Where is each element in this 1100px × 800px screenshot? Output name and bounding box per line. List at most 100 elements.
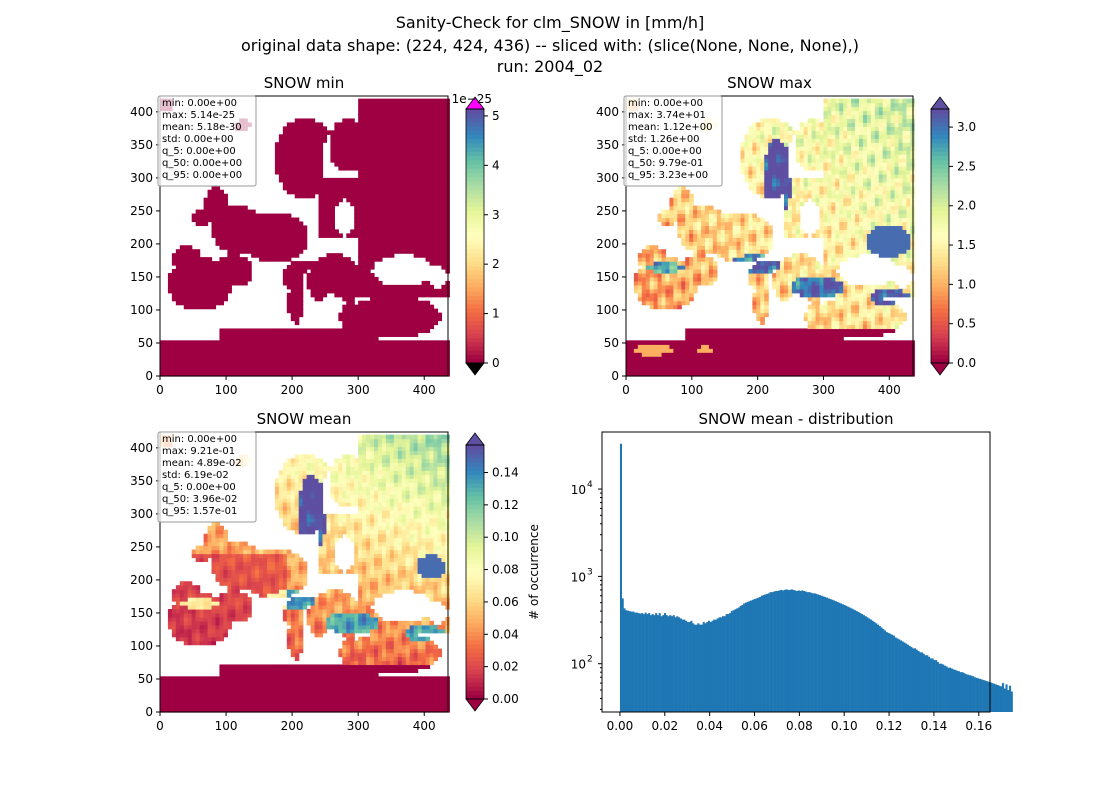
heatmap-cell: [633, 344, 639, 349]
heatmap-cell: [787, 265, 793, 270]
heatmap-cell: [362, 241, 367, 246]
heatmap-cell: [298, 364, 304, 369]
heatmap-cell: [689, 229, 694, 234]
heatmap-cell: [282, 225, 288, 230]
heatmap-cell: [417, 237, 423, 242]
heatmap-cell: [697, 272, 702, 278]
heatmap-cell: [724, 332, 730, 337]
heatmap-cell: [776, 177, 781, 183]
heatmap-cell: [708, 348, 714, 353]
heatmap-cell: [736, 217, 742, 223]
heatmap-cell: [215, 284, 221, 290]
heatmap-cell: [441, 98, 446, 104]
heatmap-cell: [693, 229, 698, 234]
heatmap-cell: [334, 181, 339, 187]
heatmap-cell: [393, 225, 399, 230]
heatmap-cell: [760, 272, 765, 278]
heatmap-cell: [401, 205, 407, 211]
heatmap-cell: [278, 372, 284, 377]
heatmap-cell: [318, 217, 324, 223]
heatmap-cell: [187, 272, 193, 278]
heatmap-cell: [294, 372, 300, 377]
heatmap-cell: [389, 308, 395, 314]
heatmap-cell: [740, 368, 746, 373]
heatmap-cell: [744, 142, 750, 147]
heatmap-cell: [203, 276, 209, 282]
heatmap-cell: [413, 122, 419, 127]
heatmap-cell: [776, 154, 781, 159]
heatmap-cell: [358, 166, 363, 171]
heatmap-cell: [211, 276, 217, 282]
heatmap-cell: [342, 276, 347, 282]
heatmap-cell: [433, 146, 439, 151]
heatmap-cell: [795, 348, 801, 353]
heatmap-cell: [298, 134, 304, 139]
heatmap-cell: [374, 106, 379, 112]
heatmap-cell: [338, 332, 343, 337]
heatmap-cell: [429, 292, 435, 298]
heatmap-cell: [199, 213, 205, 219]
heatmap-cell: [704, 205, 710, 211]
heatmap-cell: [760, 352, 765, 357]
heatmap-cell: [393, 189, 399, 195]
heatmap-cell: [342, 316, 347, 322]
heatmap-cell: [377, 98, 383, 104]
heatmap-cell: [370, 205, 375, 211]
heatmap-cell: [381, 328, 387, 334]
colorbar-segment: [466, 227, 484, 233]
heatmap-cell: [211, 300, 217, 306]
heatmap-cell: [724, 352, 730, 357]
heatmap-cell: [633, 352, 639, 357]
heatmap-cell: [274, 221, 280, 227]
heatmap-cell: [645, 344, 651, 349]
heatmap-cell: [697, 276, 702, 282]
heatmap-cell: [669, 280, 674, 286]
heatmap-cell: [815, 280, 821, 286]
heatmap-cell: [740, 166, 746, 171]
heatmap-cell: [799, 269, 805, 274]
heatmap-cell: [381, 98, 387, 104]
heatmap-cell: [661, 276, 667, 282]
heatmap-cell: [358, 233, 363, 238]
heatmap-cell: [286, 138, 292, 143]
heatmap-cell: [263, 213, 268, 219]
heatmap-cell: [290, 332, 296, 337]
heatmap-cell: [358, 177, 363, 183]
heatmap-cell: [326, 197, 332, 203]
heatmap-cell: [393, 372, 399, 377]
heatmap-cell: [401, 316, 407, 322]
heatmap-cell: [760, 142, 765, 147]
heatmap-cell: [732, 241, 738, 246]
heatmap-cell: [215, 185, 221, 191]
heatmap-cell: [780, 166, 785, 171]
heatmap-cell: [791, 336, 797, 341]
heatmap-cell: [409, 138, 415, 143]
heatmap-cell: [397, 249, 403, 254]
heatmap-cell: [370, 372, 375, 377]
heatmap-cell: [783, 328, 789, 334]
heatmap-cell: [175, 340, 181, 345]
heatmap-cell: [641, 257, 647, 262]
heatmap-cell: [413, 284, 419, 290]
heatmap-cell: [211, 221, 217, 227]
heatmap-cell: [413, 150, 419, 155]
heatmap-cell: [397, 364, 403, 369]
heatmap-cell: [207, 209, 213, 215]
heatmap-cell: [811, 300, 817, 306]
heatmap-cell: [677, 344, 682, 349]
heatmap-cell: [318, 272, 324, 278]
heatmap-cell: [433, 292, 439, 298]
heatmap-cell: [811, 276, 817, 282]
heatmap-cell: [326, 205, 332, 211]
heatmap-cell: [259, 340, 264, 345]
heatmap-cell: [362, 217, 367, 223]
heatmap-cell: [215, 225, 221, 230]
heatmap-cell: [179, 257, 185, 262]
heatmap-cell: [389, 225, 395, 230]
heatmap-cell: [227, 269, 232, 274]
heatmap-cell: [314, 292, 320, 298]
heatmap-cell: [807, 324, 813, 330]
heatmap-cell: [760, 233, 765, 238]
heatmap-cell: [171, 276, 177, 282]
